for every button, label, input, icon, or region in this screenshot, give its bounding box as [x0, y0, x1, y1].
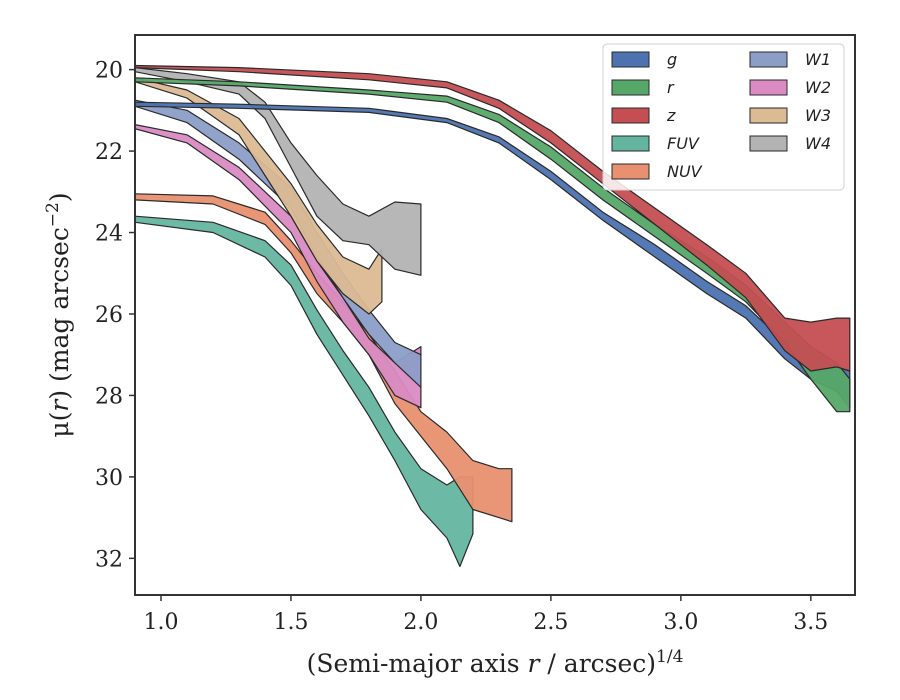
x-axis-label: (Semi-major axis r / arcsec)1/4: [307, 647, 684, 678]
legend-label-w4: W4: [805, 134, 831, 153]
y-axis-label: μ(r) (mag arcsec−2): [43, 192, 74, 437]
y-tick-label: 20: [95, 59, 123, 84]
profile-bands: [135, 64, 851, 568]
y-tick-label: 22: [95, 140, 123, 165]
legend-swatch-w4: [749, 135, 788, 152]
legend-swatch-nuv: [611, 163, 650, 180]
y-tick-label: 28: [95, 384, 123, 409]
legend-label-nuv: NUV: [667, 162, 703, 181]
legend-swatch-w3: [749, 107, 788, 124]
legend-label-w3: W3: [805, 106, 831, 125]
band-r: [135, 77, 851, 413]
x-tick-label: 1.0: [143, 610, 178, 635]
x-tick-label: 1.5: [273, 610, 308, 635]
plot-frame: [134, 34, 856, 596]
legend-swatch-w1: [749, 51, 788, 68]
x-tick-label: 3.5: [793, 610, 828, 635]
band-w3: [135, 77, 383, 315]
band-fuv: [135, 215, 474, 568]
y-tick-label: 24: [95, 222, 123, 247]
legend-label-fuv: FUV: [667, 134, 700, 153]
y-tick-label: 32: [95, 547, 123, 572]
x-tick-label: 2.5: [533, 610, 568, 635]
legend-swatch-g: [611, 51, 650, 68]
y-tick-label: 30: [95, 466, 123, 491]
legend-label-r: r: [667, 78, 675, 97]
legend-swatch-fuv: [611, 135, 650, 152]
x-axis-ticks: 1.0 1.5 2.0 2.5 3.0 3.5: [143, 595, 828, 635]
legend-label-w2: W2: [805, 78, 831, 97]
band-w4: [135, 67, 422, 276]
x-tick-label: 3.0: [663, 610, 698, 635]
legend-label-g: g: [667, 50, 677, 69]
legend-swatch-z: [611, 107, 650, 124]
legend-swatch-r: [611, 79, 650, 96]
y-axis-ticks: 20 22 24 26 28 30 32: [95, 59, 135, 572]
legend-label-w1: W1: [805, 50, 831, 69]
x-tick-label: 2.0: [403, 610, 438, 635]
legend-label-z: z: [666, 106, 676, 125]
legend: grz FUV NUV W1 W2 W3 W4: [602, 43, 845, 191]
band-z: [135, 64, 851, 372]
y-tick-label: 26: [95, 303, 123, 328]
legend-swatch-w2: [749, 79, 788, 96]
